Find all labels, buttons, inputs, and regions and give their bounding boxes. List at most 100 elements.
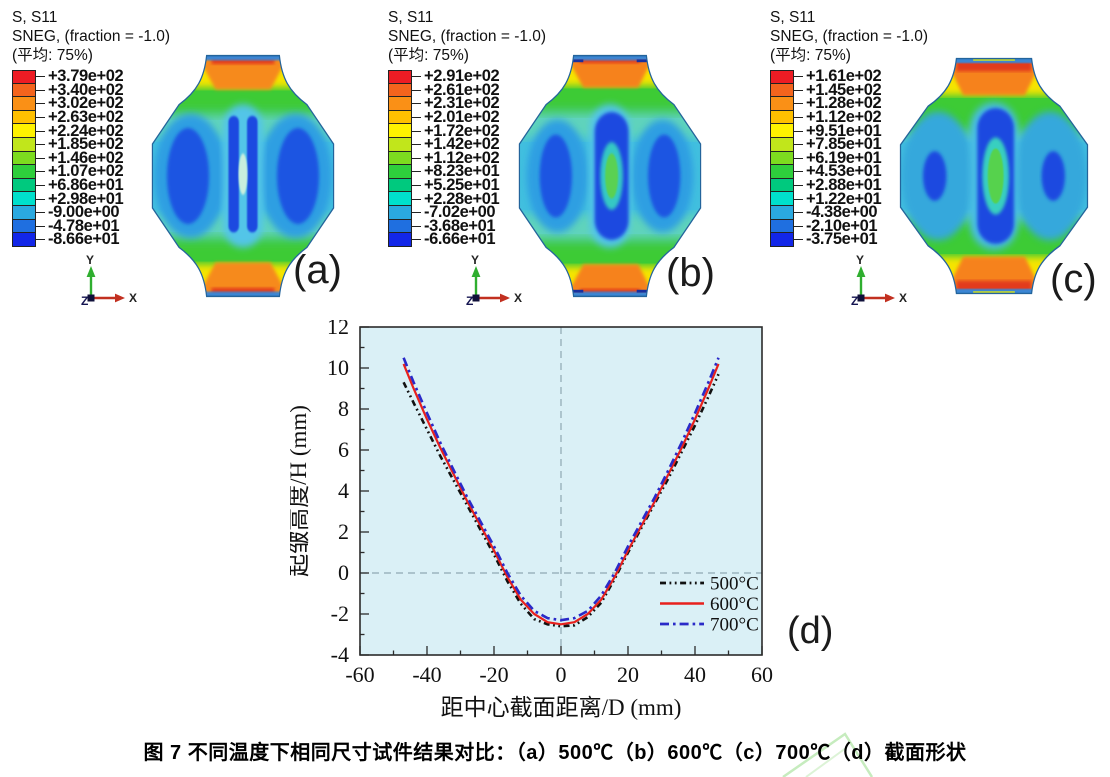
legend-color-swatch — [12, 233, 36, 247]
legend-color-swatch — [12, 124, 36, 138]
legend-title-line3: (平均: 75%) — [770, 47, 851, 64]
legend-entry: -9.00e+00 — [12, 203, 170, 222]
legend-color-swatch — [388, 205, 412, 220]
coordinate-triad-a: Z Y X — [81, 254, 137, 306]
legend-color-swatch — [12, 83, 36, 98]
y-tick-label: 4 — [338, 478, 349, 503]
stress-contour-plot-c — [899, 57, 1089, 295]
legend-tick — [412, 171, 421, 173]
x-tick-label: -40 — [412, 662, 441, 687]
subplot-label-d: (d) — [787, 610, 834, 652]
triad-x-label: X — [514, 291, 522, 305]
series-line-500°C — [402, 373, 720, 628]
legend-tick — [36, 212, 45, 214]
legend-tick — [794, 76, 803, 78]
legend-color-swatch — [770, 151, 794, 166]
legend-tick — [794, 198, 803, 200]
legend-color-swatch — [12, 151, 36, 166]
legend-entry: +4.53e+01 — [770, 162, 928, 180]
legend-color-swatch — [12, 97, 36, 111]
legend-title-line3: (平均: 75%) — [12, 47, 93, 64]
legend-value: +2.61e+02 — [424, 80, 500, 99]
legend-title-line1: S, S11 — [12, 9, 58, 26]
legend-tick — [794, 157, 803, 159]
legend-value: +1.12e+02 — [806, 108, 882, 127]
legend-value: +1.45e+02 — [806, 80, 882, 99]
legend-tick — [36, 171, 45, 173]
legend-color-swatch — [388, 178, 412, 193]
legend-tick — [412, 117, 421, 119]
legend-value: -9.00e+00 — [48, 203, 120, 222]
abaqus-legend-c: S, S11 SNEG, (fraction = -1.0) (平均: 75%)… — [770, 8, 928, 249]
triad-y-label: Y — [856, 254, 864, 267]
legend-colorbar: +2.91e+02 +2.61e+02 +2.31e+02 +2.01e+02 +1.7… — [388, 67, 546, 249]
legend-value: +5.25e+01 — [424, 176, 500, 195]
legend-tick — [794, 103, 803, 105]
legend-entry: +2.61e+02 — [388, 80, 546, 99]
legend-value: +1.46e+02 — [48, 148, 124, 167]
triad-y-label: Y — [86, 254, 94, 267]
legend-value: +6.19e+01 — [806, 148, 882, 167]
legend-value: -2.10e+01 — [806, 216, 878, 235]
legend-tick — [412, 130, 421, 132]
legend-value: -8.66e+01 — [48, 230, 120, 249]
legend-entry: +5.25e+01 — [388, 176, 546, 195]
legend-color-swatch — [388, 165, 412, 179]
y-tick-label: -4 — [331, 642, 349, 667]
legend-color-swatch — [388, 137, 412, 152]
legend-color-swatch — [388, 97, 412, 111]
legend-value: -4.78e+01 — [48, 216, 120, 235]
legend-color-swatch — [770, 124, 794, 138]
legend-entry: +1.28e+02 — [770, 94, 928, 112]
legend-value: +1.85e+02 — [48, 135, 124, 154]
legend-tick — [36, 103, 45, 105]
legend-value: -4.38e+00 — [806, 203, 878, 222]
x-tick-label: 60 — [751, 662, 773, 687]
legend-title-line1: S, S11 — [770, 9, 816, 26]
legend-tick — [794, 225, 803, 227]
legend-color-swatch — [770, 233, 794, 247]
y-tick-label: 6 — [338, 437, 349, 462]
legend-entry: -6.66e+01 — [388, 230, 546, 249]
triad-z-label: Z — [81, 294, 88, 306]
legend-value: +1.07e+02 — [48, 162, 124, 181]
legend-tick — [412, 76, 421, 78]
y-axis-title: 起皱高度/H (mm) — [290, 405, 311, 577]
legend-tick — [794, 185, 803, 187]
y-tick-label: 8 — [338, 396, 349, 421]
chart-legend-label-600°C: 600°C — [710, 594, 759, 615]
legend-tick — [36, 76, 45, 78]
legend-value: -3.75e+01 — [806, 230, 878, 249]
legend-color-swatch — [770, 178, 794, 193]
legend-color-swatch — [388, 192, 412, 206]
legend-entry: +2.28e+01 — [388, 190, 546, 208]
legend-tick — [794, 144, 803, 146]
legend-color-swatch — [770, 165, 794, 179]
y-tick-label: 10 — [327, 355, 349, 380]
legend-color-swatch — [770, 192, 794, 206]
legend-tick — [412, 185, 421, 187]
legend-entry: -4.78e+01 — [12, 216, 170, 235]
legend-value: +1.12e+02 — [424, 148, 500, 167]
legend-color-swatch — [770, 219, 794, 234]
legend-tick — [794, 212, 803, 214]
legend-color-swatch — [770, 97, 794, 111]
legend-color-swatch — [12, 178, 36, 193]
legend-title-line2: SNEG, (fraction = -1.0) — [12, 28, 171, 45]
legend-tick — [794, 239, 803, 241]
series-line-700°C — [402, 357, 720, 622]
legend-tick — [412, 225, 421, 227]
y-tick-label: -2 — [331, 601, 349, 626]
legend-value: -6.66e+01 — [424, 230, 496, 249]
series-line-600°C — [402, 363, 720, 626]
legend-tick — [36, 157, 45, 159]
legend-value: +2.63e+02 — [48, 108, 124, 127]
legend-color-swatch — [770, 110, 794, 125]
legend-color-swatch — [388, 83, 412, 98]
chart-legend-label-500°C: 500°C — [710, 574, 759, 595]
triad-x-label: X — [129, 291, 137, 305]
legend-entry: +6.86e+01 — [12, 176, 170, 194]
legend-color-swatch — [12, 192, 36, 206]
legend-entry: +2.31e+02 — [388, 94, 546, 112]
y-tick-label: 12 — [327, 320, 349, 339]
